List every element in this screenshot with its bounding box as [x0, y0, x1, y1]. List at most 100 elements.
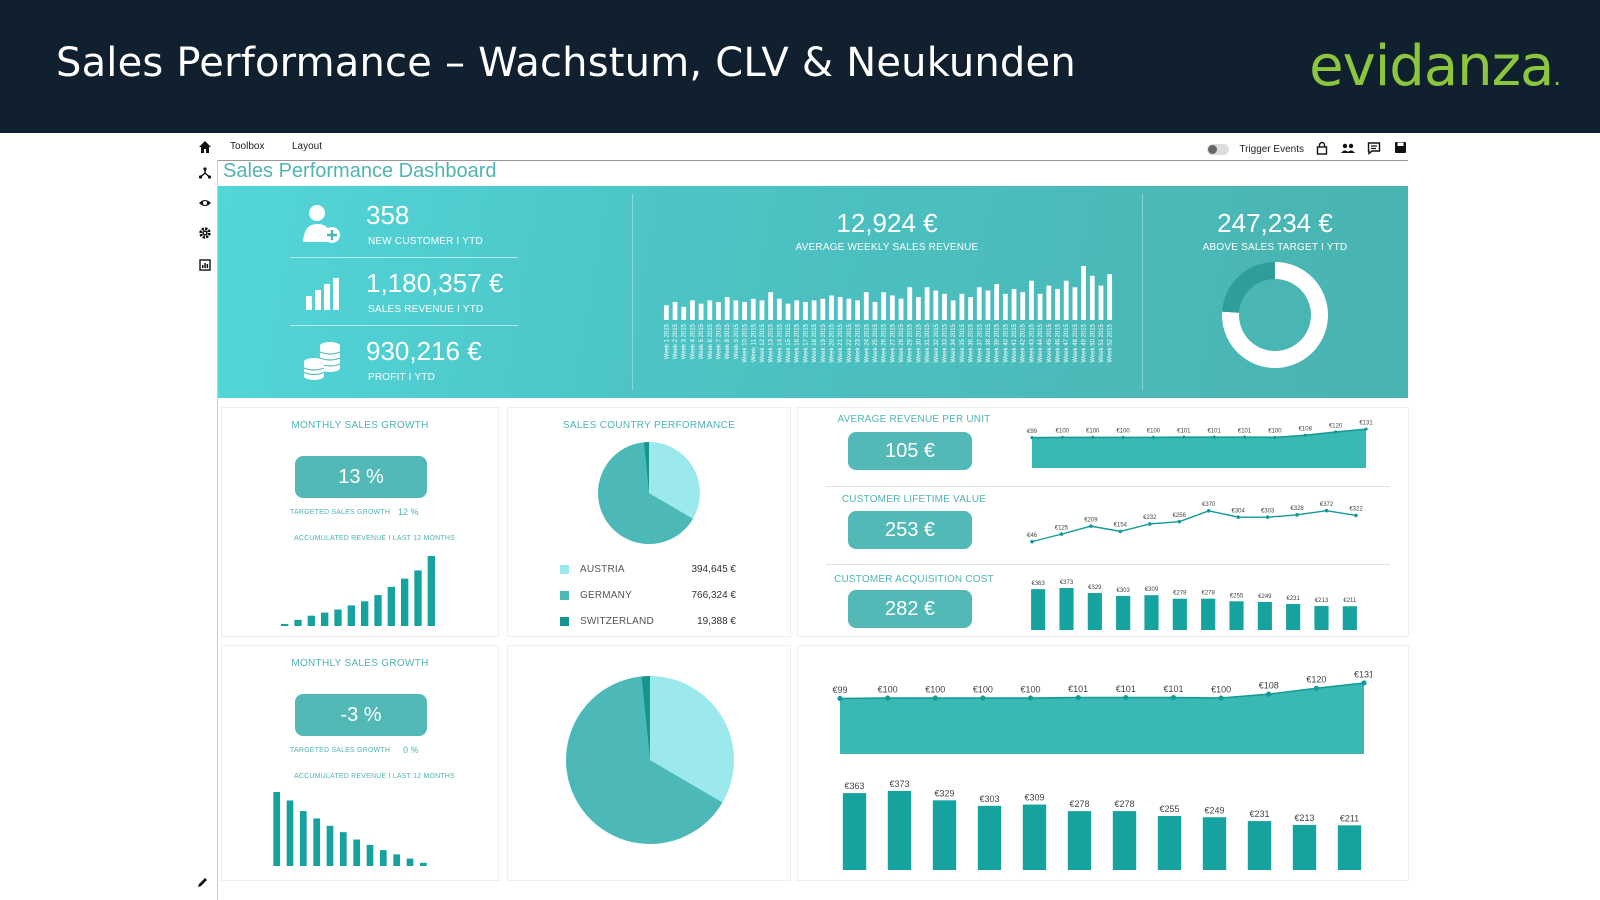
weekly-bar — [1011, 288, 1017, 320]
rpu-label: €120 — [1329, 423, 1343, 429]
clv-point — [1354, 513, 1358, 518]
growth-value-pill: 13 % — [295, 456, 427, 498]
report-icon[interactable] — [196, 258, 214, 276]
growth-value-pill: -3 % — [295, 694, 427, 736]
card-title: MONTHLY SALES GROWTH — [291, 420, 429, 431]
weekly-tick-label: Week 4 2015 — [690, 323, 696, 359]
save-icon[interactable] — [1392, 141, 1408, 157]
cac-bar — [842, 793, 867, 870]
weekly-tick-label: Week 11 2015 — [751, 323, 757, 362]
weekly-tick-label: Week 33 2015 — [943, 323, 949, 362]
cac-bar-label: €213 — [1315, 598, 1329, 604]
weekly-tick-label: Week 37 2015 — [977, 323, 983, 362]
weekly-bar — [846, 298, 852, 320]
weekly-bar — [1055, 288, 1060, 320]
weekly-tick-label: Week 44 2015 — [1038, 323, 1044, 362]
legend-name: AUSTRIA — [580, 564, 625, 575]
kpi-value: 930,216 € — [366, 336, 482, 366]
weekly-tick-label: Week 2 2015 — [673, 323, 679, 359]
rpu-point — [1123, 694, 1129, 701]
accum-bar — [300, 811, 307, 866]
cac-bar — [1059, 588, 1074, 630]
metric-title: CUSTOMER ACQUISITION COST — [834, 574, 994, 585]
weekly-tick-label: Week 16 2015 — [795, 323, 801, 362]
clv-label: €304 — [1232, 508, 1246, 514]
cac-bar-label: €211 — [1343, 598, 1357, 604]
clv-label: €328 — [1290, 506, 1304, 512]
cac-bar-label: €373 — [889, 779, 909, 789]
weekly-tick-label: Week 5 2015 — [699, 323, 705, 359]
accum-bar — [387, 586, 395, 626]
accum-bar — [374, 595, 382, 626]
country-pie-chart — [598, 442, 700, 544]
kpi-value: 358 — [366, 200, 410, 230]
menu-toolbox[interactable]: Toolbox — [230, 141, 265, 152]
clv-point — [1148, 522, 1152, 526]
menu-layout[interactable]: Layout — [292, 141, 323, 152]
rpu-label: €101 — [1068, 684, 1088, 694]
unit-metrics-card: AVERAGE REVENUE PER UNIT 105 € €99 €100 €1… — [798, 408, 1408, 636]
eye-icon[interactable] — [196, 196, 214, 214]
cac-bar-label: €231 — [1249, 809, 1269, 819]
share-icon[interactable] — [196, 166, 214, 184]
rpu-label: €101 — [1238, 428, 1252, 434]
country-legend: AUSTRIA 394,645 € GERMANY 766,324 € SWIT… — [560, 564, 736, 642]
pie-slice — [650, 676, 734, 803]
weekly-tick-label: Week 13 2015 — [769, 323, 775, 362]
cac-bar — [1286, 603, 1301, 630]
home-icon[interactable] — [196, 140, 214, 158]
weekly-tick-label: Week 39 2015 — [995, 323, 1001, 362]
cac-bar — [1031, 589, 1046, 630]
pie-slice — [643, 442, 649, 493]
weekly-revenue-label: AVERAGE WEEKLY SALES REVENUE — [795, 242, 979, 253]
clv-label: €209 — [1084, 517, 1098, 523]
weekly-bar — [968, 297, 973, 320]
rpu-point — [1027, 695, 1034, 701]
weekly-tick-label: Week 29 2015 — [908, 323, 914, 362]
rpu-label: €101 — [1163, 684, 1183, 694]
rpu-point — [1313, 685, 1319, 691]
comment-icon[interactable] — [1366, 141, 1382, 157]
accum-bar — [286, 800, 294, 866]
legend-row-switzerland: SWITZERLAND 19,388 € — [560, 616, 736, 642]
dashboard-title: Sales Performance Dashboard — [223, 160, 497, 182]
weekly-tick-label: Week 7 2015 — [717, 323, 723, 359]
trigger-events-toggle[interactable] — [1207, 143, 1230, 155]
cac-bar — [1112, 811, 1137, 870]
weekly-bar — [750, 298, 756, 320]
weekly-tick-label: Week 1 2015 — [664, 323, 670, 359]
rpu-label: €101 — [1177, 428, 1191, 434]
accum-bar — [414, 570, 422, 626]
weekly-bar — [959, 293, 965, 320]
accum-bar — [420, 862, 427, 866]
menubar: Toolbox Layout Trigger Events — [220, 138, 1408, 162]
weekly-tick-label: Week 28 2015 — [899, 323, 905, 362]
rpu-label: €108 — [1299, 427, 1313, 433]
weekly-tick-label: Week 6 2015 — [708, 323, 714, 359]
users-icon[interactable] — [1340, 141, 1356, 157]
accum-bar — [273, 792, 280, 866]
cac-bar-label: €303 — [979, 794, 999, 804]
rpu-label: €101 — [1116, 684, 1136, 694]
rpu-label: €131 — [1359, 420, 1373, 426]
clv-point — [1206, 509, 1211, 513]
slide-banner: Sales Performance – Wachstum, CLV & Neuk… — [0, 0, 1600, 133]
weekly-bar — [785, 303, 791, 320]
rpu-point — [885, 695, 891, 701]
rpu-point — [1361, 680, 1367, 686]
bar-chart-icon — [300, 270, 342, 314]
rpu-label: €99 — [832, 685, 847, 695]
accumulated-revenue-label: ACCUMULATED REVENUE I LAST 12 MONTHS — [294, 535, 455, 542]
rpu-label: €100 — [1056, 429, 1070, 435]
weekly-bar — [942, 293, 947, 320]
pencil-icon[interactable] — [196, 876, 209, 892]
cac-bar — [1087, 592, 1102, 630]
gear-icon[interactable] — [196, 226, 214, 244]
targeted-growth-value: 12 % — [398, 507, 419, 517]
weekly-tick-label: Week 45 2015 — [1047, 323, 1053, 362]
lock-icon[interactable] — [1314, 141, 1330, 157]
rpu-label: €100 — [925, 684, 945, 694]
accum-bar — [307, 615, 315, 626]
clv-label: €232 — [1143, 515, 1157, 521]
weekly-bar — [855, 300, 860, 320]
